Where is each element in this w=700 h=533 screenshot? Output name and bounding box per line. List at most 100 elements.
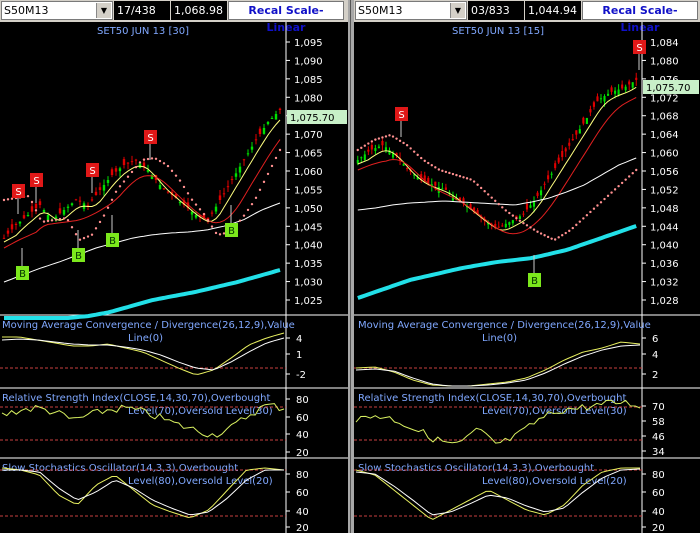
sar-dot [138, 161, 142, 164]
candle-body [22, 215, 26, 219]
sar-dot [6, 198, 10, 201]
candle-body [10, 224, 14, 230]
sar-dot [550, 237, 553, 240]
sar-dot [469, 178, 472, 181]
ema-long-line [4, 268, 281, 320]
candle-body [547, 175, 550, 180]
symbol-select[interactable]: S50M13 ▼ [1, 1, 113, 20]
rsi-tick-label: 20 [296, 448, 309, 459]
sar-dot [395, 137, 398, 140]
stochastic-tick-label: 80 [652, 470, 665, 481]
sar-dot [42, 220, 46, 223]
price-tick-label: 1,072 [650, 93, 679, 104]
macd-line [2, 332, 285, 375]
symbol-select[interactable]: S50M13 ▼ [355, 1, 467, 20]
candle-body [606, 93, 610, 96]
candle-body [518, 216, 521, 220]
stochastic-subtitle: Level(80),Oversold Level(20) [128, 476, 273, 487]
sar-dot [596, 204, 599, 207]
signal-label: S [147, 133, 153, 144]
candle-body [596, 96, 599, 102]
candle-body [250, 146, 254, 150]
sar-dot [479, 186, 483, 190]
candle-body [561, 151, 564, 157]
sar-dot [557, 236, 560, 239]
price-tick-label: 1,080 [294, 93, 323, 104]
sar-dot [511, 214, 515, 217]
sar-dot [218, 233, 222, 236]
candle-body [610, 87, 613, 92]
macd-title: Moving Average Convergence / Divergence(… [2, 320, 295, 331]
sar-dot [62, 217, 66, 220]
pane-splitter[interactable] [348, 0, 354, 533]
candle-body [30, 206, 34, 212]
candle-body [494, 223, 497, 227]
sar-dot [501, 206, 504, 209]
recal-scale-button[interactable]: Recal Scale-Linear [582, 1, 698, 34]
sar-dot [508, 211, 511, 215]
sar-dot [134, 165, 138, 169]
price-tick-label: 1,090 [294, 56, 323, 67]
candle-body [497, 226, 500, 228]
sar-dot [158, 159, 162, 163]
sar-dot [402, 141, 405, 145]
candle-body [134, 159, 138, 161]
candle-body [473, 207, 476, 212]
sar-dot [624, 178, 627, 181]
candle-body [74, 199, 78, 201]
chart-title: SET50 JUN 13 [30] [97, 26, 189, 37]
candle-body [230, 178, 234, 180]
sar-dot [589, 210, 592, 214]
candle-body [190, 211, 194, 215]
chart-canvas[interactable]: SET50 JUN 13 [15]1,0841,0801,0761,0721,0… [354, 0, 700, 533]
sar-dot [154, 157, 158, 161]
rsi-tick-label: 34 [652, 447, 665, 458]
candle-body [617, 89, 620, 96]
candle-body [34, 203, 38, 209]
sar-dot [427, 161, 430, 165]
signal-label: B [228, 226, 235, 237]
candle-body [106, 180, 110, 183]
candle-body [370, 144, 373, 150]
candle-body [54, 216, 58, 220]
candle-body [110, 169, 114, 175]
candle-body [182, 200, 186, 205]
candle-body [198, 214, 202, 217]
stochastic-tick-label: 20 [296, 523, 309, 533]
sar-dot [384, 135, 388, 138]
sar-dot [246, 208, 250, 212]
stochastic-tick-label: 60 [296, 488, 309, 499]
sar-dot [462, 176, 465, 179]
sar-dot [412, 150, 416, 153]
candle-body [42, 210, 46, 213]
chevron-down-icon[interactable]: ▼ [450, 3, 465, 18]
sar-dot [106, 206, 110, 209]
chevron-down-icon[interactable]: ▼ [96, 3, 111, 18]
sar-dot [90, 233, 94, 236]
price-tick-label: 1,052 [650, 185, 679, 196]
candle-body [274, 114, 278, 120]
candle-body [58, 208, 62, 214]
sar-dot [571, 226, 574, 230]
sar-dot [504, 209, 508, 212]
chart-canvas[interactable]: SET50 JUN 13 [30] 1,095 1,090 1,085 1,080 1,0… [0, 0, 348, 533]
signal-label: S [398, 110, 404, 121]
price-tick-label: 1,060 [294, 167, 323, 178]
sar-dot [66, 219, 70, 222]
sar-dot [190, 198, 194, 201]
macd-subtitle: Line(0) [128, 333, 163, 344]
candle-body [266, 122, 270, 125]
candle-body [430, 184, 433, 187]
sar-dot [367, 142, 370, 145]
candle-body [564, 148, 567, 152]
sar-dot [166, 164, 170, 168]
sar-dot [465, 177, 469, 180]
buy-signal-marker [225, 223, 238, 237]
sar-dot [635, 168, 638, 172]
macd-tick-label: -2 [296, 370, 306, 381]
stochastic-tick-label: 40 [652, 507, 665, 518]
signal-label: S [33, 176, 39, 187]
candle-body [416, 177, 419, 180]
candle-body [118, 168, 122, 172]
candle-body [550, 173, 553, 175]
